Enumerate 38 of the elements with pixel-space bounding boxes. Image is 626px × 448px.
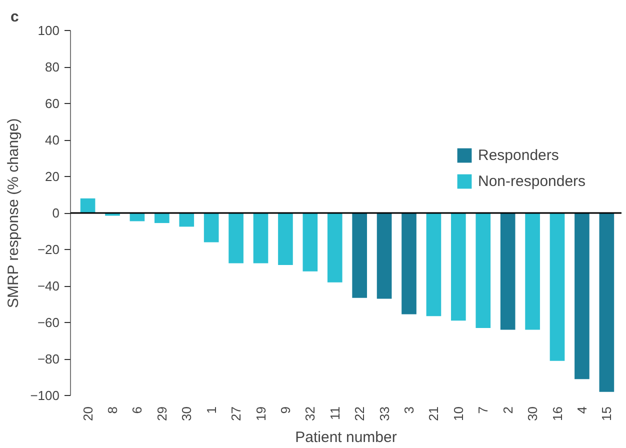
x-tick-label: 16 — [550, 406, 565, 421]
x-tick-label: 8 — [105, 406, 120, 414]
x-tick-label: 19 — [253, 406, 268, 421]
y-tick-label: −40 — [37, 278, 60, 294]
legend-label: Responders — [478, 146, 559, 164]
x-tick-label: 30 — [179, 406, 194, 421]
y-tick-label: 60 — [45, 96, 60, 111]
x-tick-label: 27 — [228, 406, 244, 421]
y-tick-label: −100 — [30, 388, 60, 403]
x-tick-label: 10 — [450, 406, 466, 421]
chart-title: c — [10, 8, 19, 26]
y-tick-label: −60 — [37, 315, 60, 330]
y-tick-label: 0 — [52, 206, 60, 220]
y-tick-label: 80 — [45, 60, 60, 74]
x-tick-label: 3 — [402, 406, 417, 414]
y-tick-label: 100 — [38, 23, 60, 38]
x-tick-label: 9 — [278, 406, 293, 414]
y-tick-label: 20 — [45, 169, 60, 184]
x-tick-label: 20 — [80, 406, 96, 421]
x-tick-label: 6 — [130, 406, 145, 414]
x-tick-label: 21 — [426, 406, 442, 421]
x-tick-label: 22 — [352, 406, 368, 421]
x-tick-label: 4 — [574, 406, 590, 414]
x-tick-label: 7 — [476, 406, 491, 414]
x-tick-label: 2 — [500, 406, 516, 414]
y-axis-title: SMRP response (% change) — [5, 118, 22, 308]
y-tick-label: −20 — [37, 242, 60, 257]
x-tick-label: 30 — [525, 406, 540, 421]
x-tick-label: 11 — [327, 406, 342, 420]
x-tick-label: 15 — [599, 406, 614, 421]
y-tick-label: −80 — [37, 352, 60, 366]
x-axis-title: Patient number — [295, 428, 397, 446]
x-tick-label: 33 — [376, 406, 392, 421]
x-tick-label: 29 — [154, 406, 170, 421]
y-tick-label: 40 — [45, 132, 60, 148]
x-tick-label: 1 — [204, 406, 219, 414]
x-tick-label: 32 — [302, 406, 318, 421]
legend-label: Non-responders — [478, 172, 586, 190]
